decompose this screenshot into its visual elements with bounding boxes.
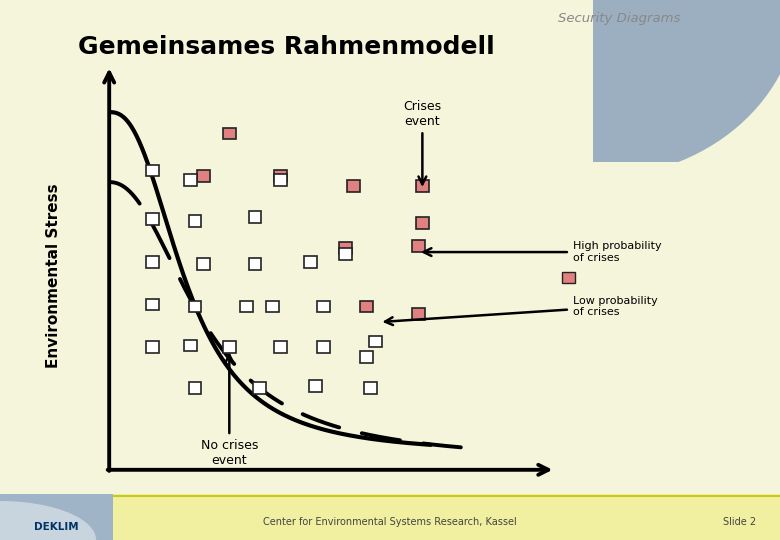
Bar — [184, 174, 197, 186]
Bar — [339, 248, 352, 260]
Bar — [223, 127, 236, 139]
Text: Security Diagrams: Security Diagrams — [558, 12, 680, 25]
Bar — [412, 240, 424, 252]
Bar — [266, 301, 278, 312]
Text: Low probability
of crises: Low probability of crises — [385, 296, 658, 325]
Text: Slide 2: Slide 2 — [724, 517, 757, 526]
Bar — [304, 256, 317, 268]
Bar — [416, 180, 429, 192]
Bar — [146, 213, 158, 225]
Bar — [249, 258, 261, 269]
Bar — [317, 341, 330, 353]
Bar — [317, 301, 330, 312]
Bar — [146, 299, 158, 310]
Bar — [189, 382, 201, 394]
Bar — [360, 351, 373, 363]
Bar — [412, 308, 424, 320]
Text: No crises
event: No crises event — [200, 355, 258, 467]
Bar — [253, 382, 266, 394]
Bar — [416, 217, 429, 229]
Text: Crises
event: Crises event — [403, 100, 441, 184]
Bar — [189, 215, 201, 227]
Bar — [275, 171, 287, 182]
Bar — [197, 171, 210, 182]
Wedge shape — [593, 0, 780, 178]
Bar — [197, 258, 210, 269]
Bar — [146, 165, 158, 176]
Bar — [369, 336, 381, 347]
Bar — [275, 341, 287, 353]
Bar — [309, 380, 321, 392]
Text: High probability
of crises: High probability of crises — [424, 241, 661, 263]
Bar — [184, 340, 197, 351]
Bar — [360, 301, 373, 312]
Bar — [249, 211, 261, 223]
Bar — [364, 382, 378, 394]
Bar — [347, 180, 360, 192]
Bar — [146, 341, 158, 353]
Bar — [339, 242, 352, 254]
Text: Environmental Stress: Environmental Stress — [46, 183, 61, 368]
Bar — [562, 272, 575, 283]
Text: DEKLIM: DEKLIM — [34, 522, 79, 532]
Bar — [275, 174, 287, 186]
Bar — [240, 301, 253, 312]
Text: Susceptibility: Susceptibility — [249, 509, 399, 528]
Bar — [223, 341, 236, 353]
Bar — [189, 301, 201, 312]
Text: DEKLIM: DEKLIM — [34, 522, 79, 532]
Text: Center for Environmental Systems Research, Kassel: Center for Environmental Systems Researc… — [263, 517, 517, 526]
Wedge shape — [0, 501, 96, 540]
Text: Gemeinsames Rahmenmodell: Gemeinsames Rahmenmodell — [78, 35, 495, 59]
Bar — [146, 256, 158, 268]
